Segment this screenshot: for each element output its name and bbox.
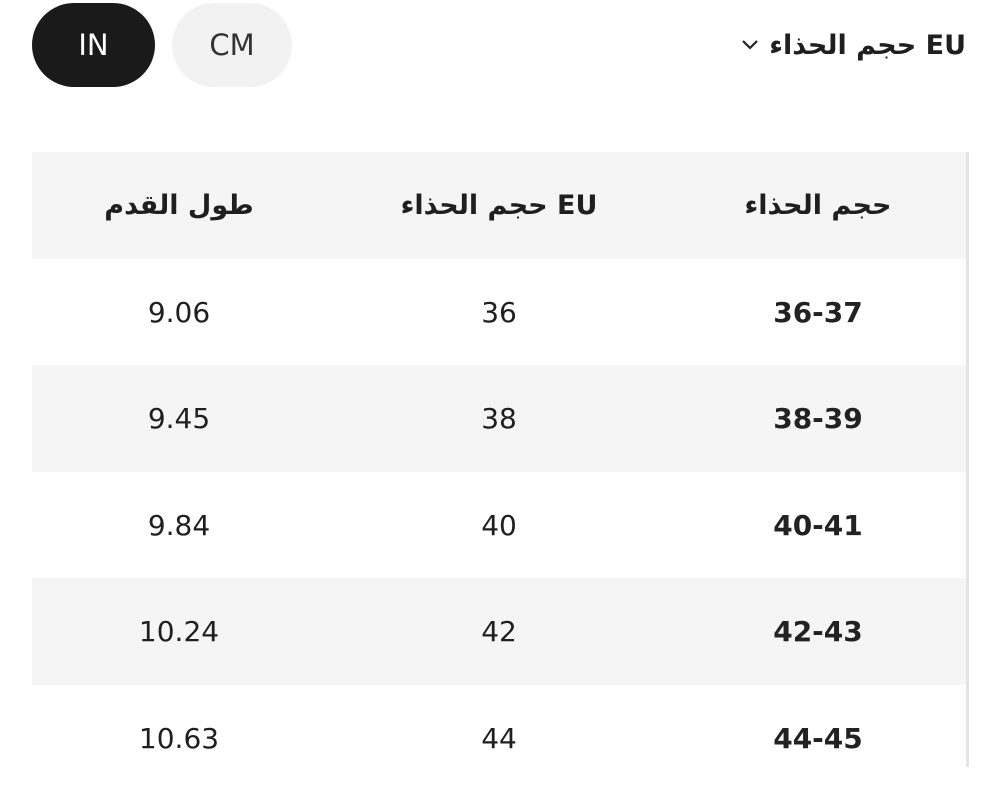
table-cell: 9.06 [147,295,211,329]
table-cell: 10.24 [138,615,220,649]
unit-button-cm[interactable]: CM [172,3,292,87]
table-cell: 38 [481,402,517,436]
header-cell: طول القدم [104,190,254,221]
table-cell: 42-43 [773,615,863,649]
table-cell: 9.84 [147,508,211,542]
table-cell: 40 [481,508,517,542]
table-cell: 40-41 [773,508,863,542]
table-cell: 9.45 [147,402,211,436]
table-cell: 42 [481,615,517,649]
table-row: 36-37 36 9.06 [32,258,966,366]
chevron-icon [742,40,758,50]
header-cell: EU حجم الحذاء [400,190,598,221]
dropdown-label: EU حجم الحذاء [769,29,966,61]
size-system-dropdown[interactable]: EU حجم الحذاء [741,22,966,68]
table-row: 40-41 40 9.84 [32,471,966,579]
table-row: 38-39 38 9.45 [32,365,966,473]
table-cell: 36 [481,295,517,329]
table-header-row: حجم الحذاء EU حجم الحذاء طول القدم [32,152,966,259]
size-table: حجم الحذاء EU حجم الحذاء طول القدم 36-37 36 9… [32,152,969,792]
table-cell: 44 [481,722,517,755]
table-row: 44-45 44 10.63 [32,685,966,792]
table-cell: 36-37 [773,295,863,329]
unit-button-in[interactable]: IN [32,3,155,87]
table-cell: 44-45 [773,722,863,755]
table-cell: 10.63 [138,722,220,755]
page: {"units": {"options": ["IN", "CM"], "sel… [32,3,969,792]
table-row: 42-43 42 10.24 [32,578,966,686]
table-cell: 38-39 [773,402,863,436]
header-cell: حجم الحذاء [744,190,892,221]
